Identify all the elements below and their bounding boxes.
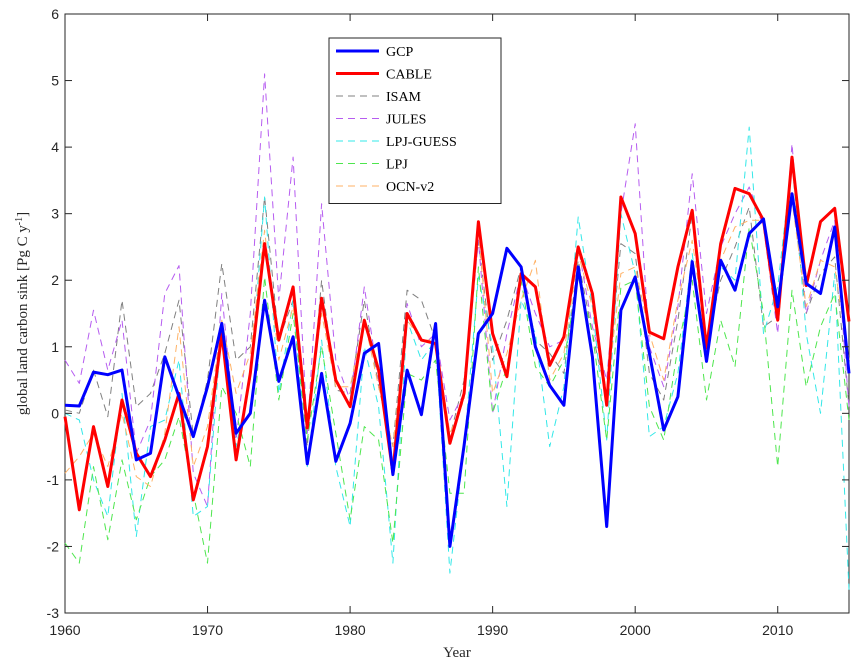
y-axis-ticks: -3 -2 -1 0 1 2 3 4 5 6 — [47, 6, 849, 621]
y-tick-label: -3 — [47, 605, 60, 621]
y-tick-label: 3 — [51, 206, 59, 222]
legend-label-lpj: LPJ — [386, 158, 408, 173]
series-line-cable — [63, 155, 851, 512]
x-tick-label: 1980 — [335, 622, 366, 638]
y-tick-label: 5 — [51, 73, 59, 89]
legend: GCP CABLE ISAM JULES LPJ-GUESS LPJ OCN-v2 — [328, 37, 502, 204]
series-line-jules — [64, 73, 850, 507]
x-tick-label: 1990 — [477, 622, 508, 638]
y-tick-label: 2 — [51, 272, 59, 288]
legend-label-lpj-guess: LPJ-GUESS — [386, 135, 457, 150]
legend-label-jules: JULES — [386, 113, 426, 128]
y-tick-label: 6 — [51, 6, 59, 22]
x-axis-ticks: 1960 1970 1980 1990 2000 2010 — [49, 14, 794, 638]
x-tick-label: 2000 — [620, 622, 651, 638]
y-axis-label: global land carbon sink [Pg C y-1] — [14, 212, 32, 415]
x-tick-label: 1960 — [49, 622, 80, 638]
y-tick-label: 1 — [51, 339, 59, 355]
legend-label-isam: ISAM — [386, 90, 422, 105]
legend-label-gcp: GCP — [386, 45, 413, 60]
y-tick-label: -1 — [47, 472, 60, 488]
series-line-gcp — [64, 192, 851, 548]
legend-label-ocn-v2: OCN-v2 — [386, 180, 434, 195]
series-layer — [63, 73, 851, 590]
series-line-isam — [64, 189, 850, 448]
x-tick-label: 2010 — [762, 622, 793, 638]
y-tick-label: 0 — [51, 405, 59, 421]
x-tick-label: 1970 — [192, 622, 223, 638]
legend-label-cable: CABLE — [386, 68, 432, 83]
y-tick-label: -2 — [47, 538, 60, 554]
legend-box — [328, 37, 502, 204]
x-axis-label: Year — [443, 645, 471, 661]
y-tick-label: 4 — [51, 139, 59, 155]
